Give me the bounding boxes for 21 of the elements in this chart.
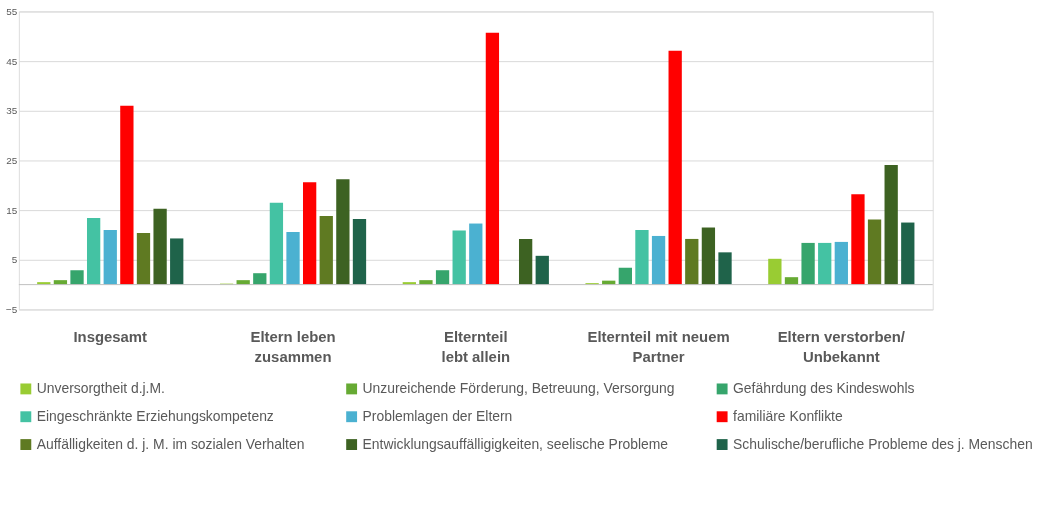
y-tick-label: 45 [6, 55, 18, 67]
y-tick-label: 15 [6, 204, 18, 216]
legend-label: Schulische/berufliche Probleme des j. Menschen [733, 435, 1033, 452]
legend-label: Unversorgtheit d.j.M. [36, 379, 165, 396]
x-tick-label: Insgesamt [73, 328, 148, 345]
x-tick-label: Elternteil mit neuem Partner [587, 328, 730, 365]
y-tick-label: −5 [6, 303, 18, 315]
y-tick-label: 5 [11, 254, 18, 266]
legend-label: Auffälligkeiten d. j. M. im sozialen Verhalten [36, 435, 305, 452]
legend-label: familiäre Konflikte [733, 407, 843, 424]
legend-label: Entwicklungsauffälligigkeiten, seelische Probleme [362, 435, 669, 452]
x-tick-label: Eltern verstorben/ Unbekannt [777, 328, 905, 365]
y-tick-label: 35 [6, 105, 18, 117]
y-tick-label: 55 [6, 5, 18, 17]
x-tick-label: Eltern leben zusammen [250, 328, 336, 365]
y-tick-label: 25 [6, 154, 18, 166]
x-tick-label: Elternteil lebt allein [441, 328, 511, 365]
legend-label: Gefährdung des Kindeswohls [733, 379, 915, 396]
legend-label: Unzureichende Förderung, Betreuung, Versorgung [362, 379, 675, 396]
legend-label: Eingeschränkte Erziehungskompetenz [36, 407, 274, 424]
legend-label: Problemlagen der Eltern [362, 407, 513, 424]
